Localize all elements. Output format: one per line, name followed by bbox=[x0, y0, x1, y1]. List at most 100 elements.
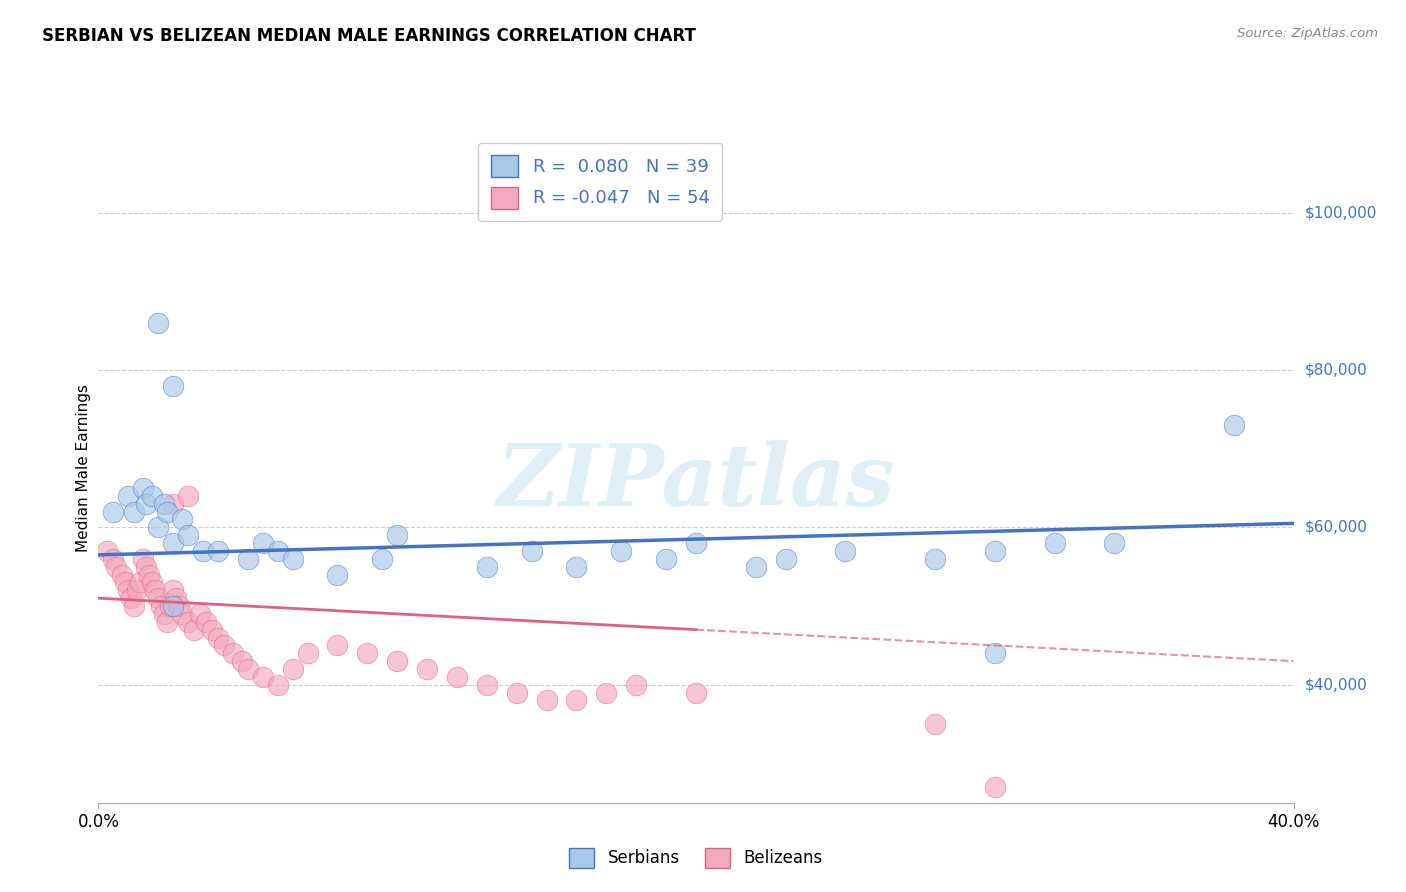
Point bbox=[1043, 536, 1066, 550]
Point bbox=[127, 583, 149, 598]
Point bbox=[610, 544, 633, 558]
Point bbox=[222, 646, 245, 660]
Point bbox=[655, 551, 678, 566]
Point bbox=[416, 662, 439, 676]
Point bbox=[371, 551, 394, 566]
Point bbox=[111, 567, 134, 582]
Point bbox=[120, 591, 142, 606]
Point bbox=[236, 551, 259, 566]
Point bbox=[183, 623, 205, 637]
Point bbox=[745, 559, 768, 574]
Point bbox=[212, 639, 235, 653]
Point bbox=[148, 316, 170, 330]
Point bbox=[167, 599, 190, 613]
Point bbox=[983, 544, 1005, 558]
Point bbox=[924, 717, 946, 731]
Point bbox=[207, 631, 229, 645]
Point bbox=[536, 693, 558, 707]
Point bbox=[475, 559, 498, 574]
Point bbox=[624, 678, 647, 692]
Point bbox=[162, 536, 184, 550]
Text: Source: ZipAtlas.com: Source: ZipAtlas.com bbox=[1237, 27, 1378, 40]
Point bbox=[159, 599, 181, 613]
Point bbox=[177, 489, 200, 503]
Point bbox=[103, 551, 125, 566]
Point bbox=[124, 599, 146, 613]
Point bbox=[148, 591, 170, 606]
Point bbox=[565, 693, 588, 707]
Point bbox=[775, 551, 797, 566]
Point bbox=[983, 646, 1005, 660]
Point bbox=[132, 551, 155, 566]
Point bbox=[281, 662, 304, 676]
Point bbox=[148, 520, 170, 534]
Point bbox=[172, 607, 194, 621]
Point bbox=[520, 544, 543, 558]
Point bbox=[153, 497, 176, 511]
Text: $100,000: $100,000 bbox=[1305, 205, 1376, 220]
Point bbox=[162, 378, 184, 392]
Point bbox=[281, 551, 304, 566]
Point bbox=[983, 780, 1005, 794]
Point bbox=[162, 583, 184, 598]
Point bbox=[165, 591, 187, 606]
Point bbox=[172, 512, 194, 526]
Point bbox=[103, 505, 125, 519]
Point bbox=[138, 567, 160, 582]
Text: ZIPatlas: ZIPatlas bbox=[496, 440, 896, 524]
Point bbox=[685, 536, 707, 550]
Point bbox=[267, 544, 290, 558]
Point bbox=[135, 497, 157, 511]
Point bbox=[162, 497, 184, 511]
Point bbox=[177, 528, 200, 542]
Point bbox=[1104, 536, 1126, 550]
Point bbox=[326, 567, 349, 582]
Point bbox=[236, 662, 259, 676]
Text: SERBIAN VS BELIZEAN MEDIAN MALE EARNINGS CORRELATION CHART: SERBIAN VS BELIZEAN MEDIAN MALE EARNINGS… bbox=[42, 27, 696, 45]
Point bbox=[105, 559, 128, 574]
Point bbox=[117, 583, 139, 598]
Point bbox=[267, 678, 290, 692]
Point bbox=[207, 544, 229, 558]
Point bbox=[924, 551, 946, 566]
Point bbox=[231, 654, 253, 668]
Point bbox=[834, 544, 856, 558]
Point bbox=[156, 505, 179, 519]
Point bbox=[385, 528, 409, 542]
Text: $40,000: $40,000 bbox=[1305, 677, 1368, 692]
Point bbox=[96, 544, 118, 558]
Point bbox=[162, 599, 184, 613]
Point bbox=[141, 489, 163, 503]
Point bbox=[475, 678, 498, 692]
Y-axis label: Median Male Earnings: Median Male Earnings bbox=[76, 384, 91, 552]
Point bbox=[595, 685, 617, 699]
Point bbox=[132, 481, 155, 495]
Point bbox=[1223, 417, 1246, 432]
Point bbox=[124, 505, 146, 519]
Point bbox=[117, 489, 139, 503]
Legend: Serbians, Belizeans: Serbians, Belizeans bbox=[562, 841, 830, 875]
Point bbox=[252, 536, 274, 550]
Point bbox=[143, 583, 166, 598]
Point bbox=[150, 599, 173, 613]
Point bbox=[114, 575, 136, 590]
Point bbox=[129, 575, 152, 590]
Point bbox=[446, 670, 468, 684]
Point bbox=[135, 559, 157, 574]
Point bbox=[565, 559, 588, 574]
Point bbox=[252, 670, 274, 684]
Point bbox=[201, 623, 224, 637]
Point bbox=[177, 615, 200, 629]
Point bbox=[297, 646, 319, 660]
Text: $60,000: $60,000 bbox=[1305, 520, 1368, 535]
Point bbox=[191, 544, 214, 558]
Point bbox=[506, 685, 529, 699]
Point bbox=[156, 615, 179, 629]
Point bbox=[141, 575, 163, 590]
Point bbox=[188, 607, 211, 621]
Point bbox=[685, 685, 707, 699]
Point bbox=[153, 607, 176, 621]
Point bbox=[356, 646, 378, 660]
Text: $80,000: $80,000 bbox=[1305, 362, 1368, 377]
Point bbox=[385, 654, 409, 668]
